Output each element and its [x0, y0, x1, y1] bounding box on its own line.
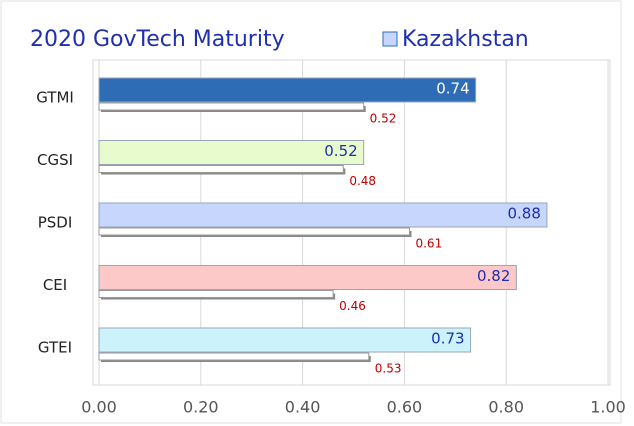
x-tick-label: 0.80 [488, 398, 524, 417]
chart-title: 2020 GovTech Maturity [30, 27, 285, 52]
plot-area [92, 59, 611, 386]
y-tick-label: PSDI [38, 214, 73, 232]
bar [98, 290, 334, 298]
value-label: 0.88 [508, 205, 541, 223]
y-tick-label: GTEI [38, 339, 72, 357]
value-label: 0.74 [436, 80, 469, 98]
y-tick-label: GTMI [36, 89, 74, 107]
bar [98, 102, 365, 111]
bar [98, 352, 370, 361]
value-label: 0.73 [431, 330, 464, 348]
value-label: 0.61 [415, 237, 442, 251]
bar [98, 202, 548, 228]
y-tick-label: CGSI [37, 151, 73, 169]
bar [98, 140, 365, 165]
value-label: 0.52 [324, 142, 357, 160]
bar [98, 265, 517, 290]
value-label: 0.52 [370, 112, 397, 126]
value-label: 0.82 [477, 267, 510, 285]
bar [98, 165, 344, 173]
value-label: 0.46 [339, 299, 366, 313]
x-tick-label: 1.00 [590, 398, 626, 417]
value-label: 0.48 [349, 174, 376, 188]
bar [98, 227, 410, 236]
y-tick-label: CEI [43, 276, 67, 294]
x-tick-label: 0.00 [81, 398, 117, 417]
bar [98, 327, 472, 353]
legend-label: Kazakhstan [402, 27, 529, 52]
legend-swatch [382, 31, 398, 47]
value-label: 0.53 [375, 362, 402, 376]
bar [98, 77, 477, 103]
x-tick-label: 0.40 [285, 398, 321, 417]
x-tick-label: 0.20 [183, 398, 219, 417]
x-tick-label: 0.60 [387, 398, 423, 417]
